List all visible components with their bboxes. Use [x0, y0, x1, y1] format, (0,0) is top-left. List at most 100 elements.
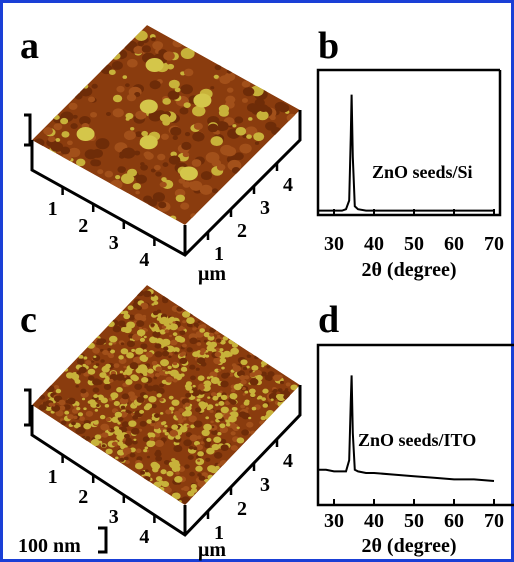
surface-grain — [89, 399, 96, 404]
surface-grain — [148, 396, 156, 403]
surface-grain — [219, 348, 223, 351]
surface-grain — [170, 462, 179, 469]
surface-grain — [207, 376, 211, 379]
surface-grain — [176, 414, 183, 419]
surface-grain — [251, 365, 258, 371]
figure: a12341234μmb30405060702θ (degree)ZnO see… — [0, 0, 514, 562]
surface-grain — [43, 402, 48, 406]
x-tick-label: 50 — [404, 233, 424, 255]
surface-grain — [140, 164, 148, 170]
surface-grain — [171, 399, 179, 405]
surface-grain — [239, 411, 247, 417]
surface-grain — [100, 359, 104, 363]
surface-grain — [286, 382, 291, 386]
surface-grain — [162, 351, 169, 357]
surface-grain — [232, 124, 236, 127]
surface-grain — [241, 380, 247, 385]
surface-grain — [231, 431, 236, 435]
surface-grain — [217, 392, 222, 396]
surface-grain — [207, 404, 213, 409]
surface-grain — [243, 87, 254, 96]
surface-grain — [214, 75, 219, 79]
surface-grain — [90, 159, 99, 166]
surface-grain — [234, 384, 242, 390]
surface-grain — [117, 422, 121, 425]
surface-grain — [151, 420, 155, 423]
x-tick-label: 60 — [444, 510, 464, 532]
surface-grain — [246, 407, 249, 410]
surface-grain — [221, 367, 225, 370]
surface-grain — [155, 440, 164, 447]
surface-grain — [80, 389, 86, 394]
surface-grain — [189, 472, 195, 477]
surface-grain — [242, 81, 251, 88]
surface-grain — [218, 401, 224, 406]
surface-grain — [105, 364, 111, 369]
surface-grain — [144, 446, 148, 449]
surface-grain — [96, 363, 100, 366]
surface-grain — [221, 395, 228, 400]
surface-grain — [67, 414, 74, 419]
surface-grain — [256, 111, 268, 121]
surface-grain — [100, 415, 105, 419]
surface-grain — [137, 306, 142, 310]
surface-grain — [280, 381, 284, 384]
surface-particle — [77, 127, 95, 141]
surface-grain — [116, 86, 124, 93]
x-tick-label: 3 — [109, 232, 119, 254]
surface-grain — [96, 138, 110, 149]
surface-grain — [159, 371, 165, 376]
surface-grain — [157, 393, 162, 397]
surface-grain — [106, 417, 111, 421]
surface-grain — [170, 317, 175, 321]
surface-grain — [169, 396, 174, 400]
surface-grain — [93, 420, 98, 424]
surface-grain — [147, 369, 153, 374]
surface-grain — [135, 463, 143, 470]
surface-grain — [123, 372, 127, 375]
surface-grain — [209, 333, 214, 337]
surface-grain — [166, 377, 174, 383]
surface-grain — [219, 423, 225, 428]
surface-grain — [207, 396, 210, 399]
surface-grain — [75, 385, 78, 388]
surface-grain — [261, 416, 266, 420]
surface-grain — [243, 393, 246, 396]
surface-grain — [246, 422, 253, 428]
surface-grain — [112, 442, 118, 447]
surface-grain — [152, 331, 160, 338]
surface-grain — [232, 363, 237, 367]
surface-grain — [248, 117, 252, 121]
surface-grain — [140, 343, 147, 349]
surface-grain — [235, 127, 246, 136]
surface-grain — [143, 449, 147, 452]
surface-grain — [143, 290, 151, 297]
surface-grain — [198, 401, 206, 407]
surface-grain — [189, 435, 197, 442]
surface-grain — [151, 37, 156, 41]
surface-grain — [141, 377, 148, 383]
x-tick-label: 40 — [364, 510, 384, 532]
surface-grain — [220, 381, 228, 388]
surface-grain — [255, 142, 259, 145]
surface-grain — [76, 407, 80, 410]
surface-grain — [123, 75, 128, 79]
surface-grain — [106, 449, 113, 455]
unit-label: μm — [198, 263, 226, 285]
surface-grain — [246, 134, 252, 139]
surface-grain — [151, 463, 160, 470]
surface-grain — [169, 155, 181, 164]
surface-grain — [146, 352, 153, 358]
surface-grain — [165, 371, 169, 374]
surface-grain — [64, 411, 69, 415]
surface-grain — [86, 411, 93, 417]
surface-grain — [241, 429, 249, 435]
surface-grain — [72, 374, 80, 380]
surface-grain — [197, 473, 202, 477]
surface-grain — [83, 407, 86, 410]
surface-grain — [163, 346, 168, 350]
surface-grain — [215, 404, 218, 407]
surface-grain — [67, 398, 75, 405]
x-tick-label: 3 — [109, 506, 119, 528]
surface-grain — [187, 425, 191, 428]
